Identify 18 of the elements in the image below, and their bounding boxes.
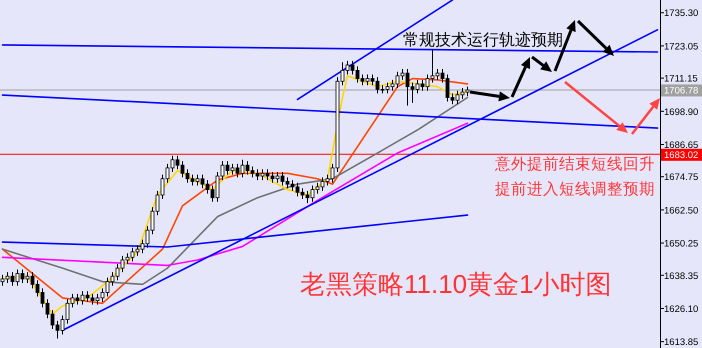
y-tick-label: 1638.35 [664,270,698,282]
y-tick-label: 1613.85 [664,337,698,348]
y-tick-label: 1698.90 [664,106,698,118]
ref-line-label: 1683.02 [664,150,698,161]
y-tick-label: 1650.25 [664,238,698,250]
y-tick-label: 1735.30 [664,8,698,20]
y-tick-label: 1674.75 [664,172,698,184]
line-series [2,122,468,266]
ref-line-label: 1706.78 [664,85,698,96]
annotation: 提前进入短线调整预期 [495,180,655,198]
y-tick-label: 1711.15 [664,74,698,85]
annotation: 常规技术运行轨迹预期 [403,31,563,49]
y-tick-label: 1686.65 [664,140,698,151]
y-tick-label: 1723.05 [664,41,698,52]
annotation: 意外提前结束短线回升 [494,155,655,173]
y-tick-label: 1662.50 [664,205,698,216]
text: 老黑策略11.10黄金1小时图 [300,269,612,299]
y-tick-label: 1626.10 [664,304,698,315]
